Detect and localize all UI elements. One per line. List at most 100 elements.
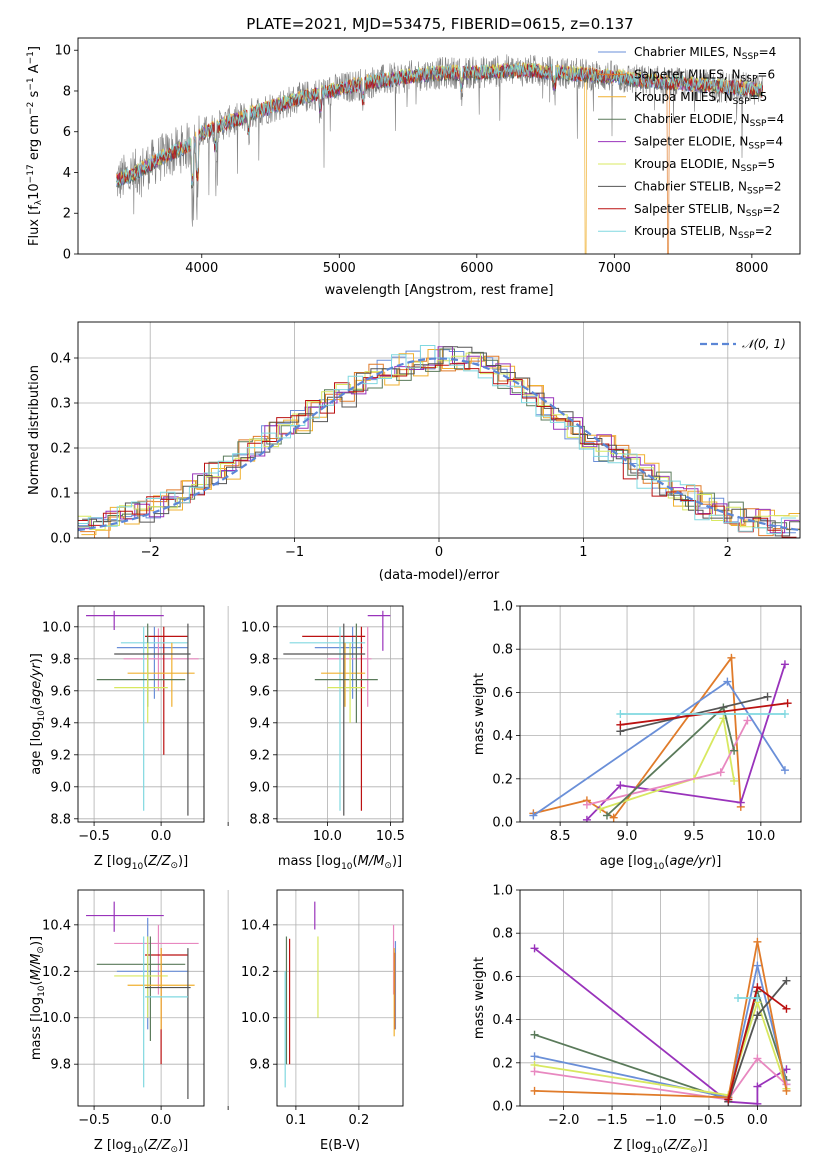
y-axis-label-part: ( <box>29 980 44 985</box>
x-axis-label: age [log10(age/yr)] <box>600 854 722 872</box>
x-axis-label: E(B-V) <box>320 1138 360 1153</box>
x-tick-label: 8000 <box>735 261 768 276</box>
x-axis-label-part: ⊙ <box>690 1145 698 1155</box>
x-axis-label-part: Z/Z <box>147 854 171 869</box>
y-tick-label: 1.0 <box>492 600 513 615</box>
legend-label-sub: SSP <box>746 209 763 219</box>
normal-distribution-curve <box>78 357 800 532</box>
residuals-frame <box>77 321 801 539</box>
legend-label-sub: SSP <box>748 142 765 152</box>
x-tick-label: 0.1 <box>286 1113 307 1128</box>
y-tick-label: 0.3 <box>50 397 71 412</box>
y-axis-label-part: −1 <box>26 77 36 90</box>
x-tick-label: −0.5 <box>78 1113 110 1128</box>
weight-series-line <box>534 999 788 1097</box>
x-tick-label: 0.0 <box>151 1113 172 1128</box>
legend-label-tail: =5 <box>757 157 775 171</box>
y-axis-label-part: 10 <box>37 985 47 997</box>
legend-label-main: Salpeter ELODIE, N <box>634 135 748 149</box>
y-tick-label: 0.4 <box>50 352 71 367</box>
y-axis-label-part: )] <box>29 653 44 663</box>
histogram-salpeter-miles <box>80 355 800 538</box>
y-tick-label: 10.4 <box>241 918 270 933</box>
y-tick-label: 9.0 <box>249 780 270 795</box>
y-axis-label-part: ] <box>27 46 42 51</box>
x-axis-label-part: )] <box>392 854 402 869</box>
legend-label-sub: SSP <box>742 52 759 62</box>
y-tick-label: 10.0 <box>241 620 270 635</box>
weight-series-line <box>534 941 788 1099</box>
y-axis-label-part: ⊙ <box>36 946 46 954</box>
x-tick-label: −0.5 <box>693 1113 725 1128</box>
x-tick-label: 10.0 <box>313 829 342 844</box>
age_vs_Z-errorbars <box>86 610 199 816</box>
y-axis-label: mass weight <box>472 673 487 755</box>
age_vs_mass-axes: 10.0 10.5 8.8 9.0 9.2 9.4 9.6 9.8 10.0 <box>241 606 405 844</box>
x-axis-label-part: age/yr <box>669 854 712 869</box>
x-axis-label-part: E(B-V) <box>320 1138 360 1153</box>
x-tick-label: 10.0 <box>746 829 775 844</box>
y-axis-label-part: 10 <box>27 183 42 200</box>
y-tick-label: 0.8 <box>492 927 513 942</box>
histogram-kroupa-stelib <box>78 345 796 535</box>
y-tick-label: 0.8 <box>492 643 513 658</box>
x-tick-label: 1 <box>579 545 587 560</box>
legend-label: Salpeter ELODIE, NSSP=4 <box>634 135 783 152</box>
legend-label: Kroupa MILES, NSSP=5 <box>634 90 767 107</box>
y-tick-label: 8 <box>63 84 71 99</box>
x-tick-label: 10.5 <box>376 829 405 844</box>
legend-label-sub: SSP <box>747 186 764 196</box>
y-axis-label: Flux [fλ10−17 erg cm−2 s−1 A−1] <box>26 46 44 246</box>
y-tick-label: 1.0 <box>492 884 513 899</box>
y-tick-label: 0.2 <box>492 772 513 787</box>
age_vs_mass-frame <box>276 605 404 823</box>
y-tick-label: 10.0 <box>241 1011 270 1026</box>
model-spectrum-kroupa-stelib <box>116 62 763 186</box>
legend-label-main: Chabrier MILES, N <box>634 45 742 59</box>
weight-series-line <box>534 965 788 1099</box>
figure-title: PLATE=2021, MJD=53475, FIBERID=0615, z=0… <box>246 15 633 33</box>
x-axis-label-part: )] <box>711 854 721 869</box>
x-axis-label: Z [log10(Z/Z⊙)] <box>94 1138 188 1156</box>
x-axis-label-part: )] <box>178 854 188 869</box>
legend-label-tail: =5 <box>750 90 768 104</box>
y-axis-label-part: M/M <box>29 954 44 981</box>
x-axis-label-part: ( <box>664 854 669 869</box>
x-axis-label-part: ( <box>663 1138 668 1153</box>
y-tick-label: 8.8 <box>249 812 270 827</box>
y-axis-label-part: −1 <box>26 51 36 64</box>
y-tick-label: 0.0 <box>492 816 513 831</box>
mass_vs_EBV-axes: 0.1 0.2 9.8 10.0 10.2 10.4 <box>241 890 403 1128</box>
legend-label-tail: =2 <box>763 202 781 216</box>
weight-series-line <box>534 1057 788 1101</box>
x-axis-label-part: )] <box>178 1138 188 1153</box>
legend-label-main: Salpeter MILES, N <box>634 67 741 81</box>
y-axis-label: mass weight <box>472 957 487 1039</box>
x-axis-label-part: )] <box>698 1138 708 1153</box>
x-tick-label: 4000 <box>185 261 218 276</box>
legend-label-tail: =2 <box>764 179 782 193</box>
x-axis-label-part: 10 <box>651 1146 663 1156</box>
y-tick-label: 9.0 <box>50 780 71 795</box>
y-axis-label-part: )] <box>29 936 44 946</box>
y-tick-label: 0.2 <box>492 1056 513 1071</box>
x-tick-label: 0.0 <box>747 1113 768 1128</box>
y-tick-label: 0.1 <box>50 487 71 502</box>
x-axis-label-part: ( <box>143 854 148 869</box>
legend-label: Salpeter MILES, NSSP=6 <box>634 67 775 84</box>
x-axis-label-part: 10 <box>132 1146 144 1156</box>
mass_vs_EBV-frame <box>276 889 404 1107</box>
y-tick-label: 0.4 <box>492 729 513 744</box>
y-tick-label: 9.4 <box>50 716 71 731</box>
age_vs_mass-errorbars <box>283 610 391 816</box>
y-axis-label-part: mass [log <box>29 997 44 1060</box>
x-axis-label-part: Z/Z <box>147 1138 171 1153</box>
x-axis-label-part: Z [log <box>613 1138 651 1153</box>
legend-label-sub: SSP <box>750 119 767 129</box>
y-tick-label: 0.4 <box>492 1013 513 1028</box>
x-axis-label: mass [log10(M/M⊙)] <box>278 854 402 872</box>
histogram-chabrier-stelib <box>82 346 800 537</box>
x-tick-label: −1.0 <box>645 1113 677 1128</box>
x-tick-label: −0.5 <box>78 829 110 844</box>
y-tick-label: 2 <box>63 207 71 222</box>
